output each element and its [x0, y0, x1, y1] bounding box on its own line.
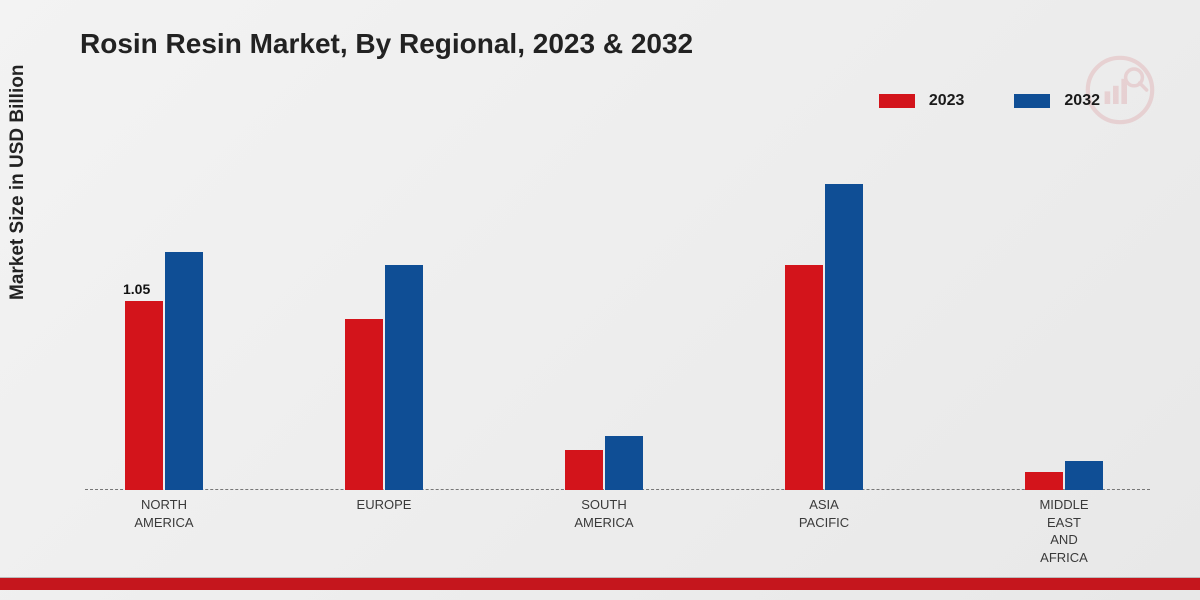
y-axis-label: Market Size in USD Billion	[7, 65, 29, 300]
bar	[785, 265, 823, 490]
bar	[825, 184, 863, 490]
x-tick-label: MIDDLEEASTANDAFRICA	[1004, 496, 1124, 566]
legend-label-2023: 2023	[929, 92, 965, 110]
bar	[1065, 461, 1103, 490]
bar-group	[565, 436, 645, 490]
x-tick-label: EUROPE	[324, 496, 444, 514]
bar-group	[785, 184, 865, 490]
bar	[385, 265, 423, 490]
legend-item-2023: 2023	[879, 92, 965, 110]
bar	[125, 301, 163, 490]
bar	[1025, 472, 1063, 490]
legend-item-2032: 2032	[1014, 92, 1100, 110]
x-tick-label: NORTHAMERICA	[104, 496, 224, 531]
bar	[605, 436, 643, 490]
x-tick-label: ASIAPACIFIC	[764, 496, 884, 531]
x-axis-labels: NORTHAMERICA EUROPE SOUTHAMERICA ASIAPACIFI…	[85, 496, 1150, 576]
footer-bar	[0, 578, 1200, 590]
bar-value-label: 1.05	[123, 281, 150, 297]
bar-group: 1.05	[125, 252, 205, 490]
bar	[565, 450, 603, 490]
bar	[165, 252, 203, 490]
x-tick-label: SOUTHAMERICA	[544, 496, 664, 531]
chart-title: Rosin Resin Market, By Regional, 2023 & …	[80, 28, 693, 60]
bar-group	[1025, 461, 1105, 490]
watermark-icon	[1085, 55, 1155, 125]
legend: 2023 2032	[879, 92, 1100, 110]
bar-group	[345, 265, 425, 490]
legend-swatch-2032	[1014, 94, 1050, 108]
chart-page: Rosin Resin Market, By Regional, 2023 & …	[0, 0, 1200, 600]
bar	[345, 319, 383, 490]
legend-swatch-2023	[879, 94, 915, 108]
legend-label-2032: 2032	[1064, 92, 1100, 110]
plot-area: 1.05	[85, 130, 1150, 490]
